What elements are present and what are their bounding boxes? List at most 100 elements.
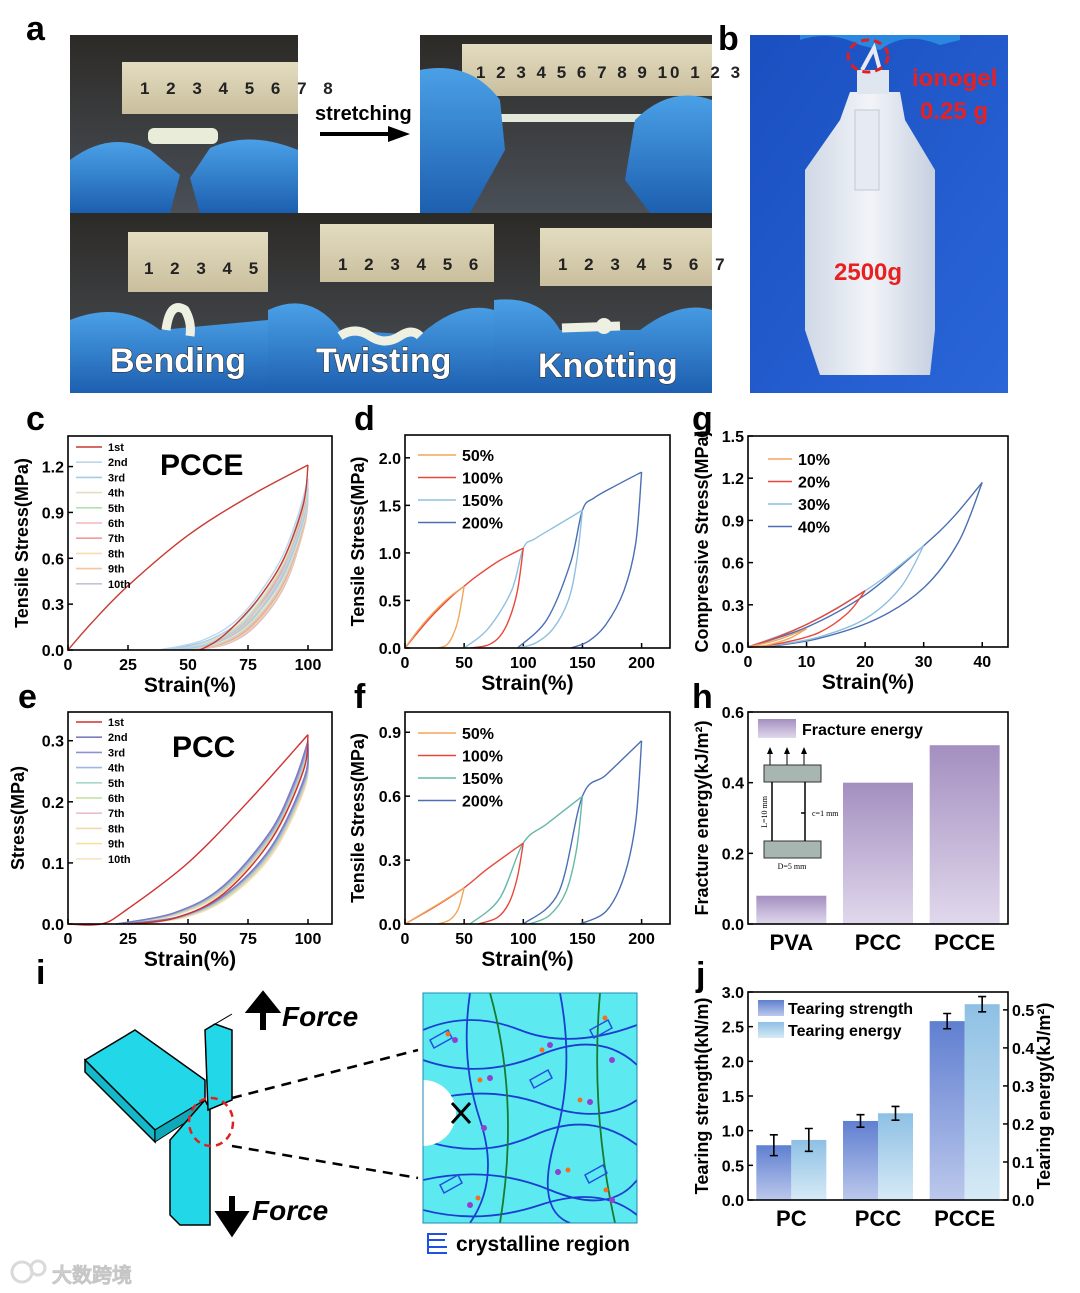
y-tick-label: 0.0 xyxy=(722,640,744,657)
plot-frame xyxy=(67,435,333,651)
chart-h: 0.0 0.2 0.4 0.6 Fracture energy(kJ/m²) PVA PCC… xyxy=(692,705,1009,955)
legend-swatch xyxy=(758,1022,784,1038)
crystalline-region-legend: crystalline region xyxy=(456,1233,630,1256)
panel-a-photos: 1 2 3 4 5 6 7 8 stretching 1 2 3 4 5 6 7… xyxy=(70,35,743,393)
x-tick-label: 150 xyxy=(569,655,596,672)
series-150%-loading xyxy=(469,795,583,925)
panel-label-d: d xyxy=(354,400,375,438)
x-tick-label: 200 xyxy=(628,931,655,948)
x-tick-label: 0 xyxy=(744,654,753,671)
photo-bending: 1 2 3 4 5 Bending xyxy=(70,213,268,393)
charts: 0.0 0.3 0.6 0.9 1.2 Tensile Stress(MPa) 0 25 50 7… xyxy=(8,429,1054,1231)
error-bar xyxy=(891,1105,900,1121)
y-axis-label: Tensile Stress(MPa) xyxy=(348,733,368,903)
stretching-label: stretching xyxy=(315,103,412,125)
y-tick-label: 1.5 xyxy=(379,498,401,515)
y-tick-label: 0.3 xyxy=(42,597,64,614)
force-bottom-label: Force xyxy=(252,1195,328,1226)
y-right-tick-label: 0.4 xyxy=(1012,1041,1034,1058)
x-tick-label: 200 xyxy=(628,655,655,672)
series-100%-loading xyxy=(404,842,524,925)
panel-label-h: h xyxy=(692,678,713,716)
series-200%-loading xyxy=(516,471,642,649)
series-100%-unloading xyxy=(469,548,524,649)
y-tick-label: 0.9 xyxy=(42,505,64,522)
series-50%-loading xyxy=(404,585,465,649)
legend-label: 100% xyxy=(462,470,503,487)
error-bar xyxy=(856,1113,865,1128)
legend-label: 4th xyxy=(108,763,125,775)
panel-label-e: e xyxy=(18,678,37,716)
series-50%-unloading xyxy=(437,887,465,925)
legend-label: 10% xyxy=(798,452,830,469)
crack-notch xyxy=(423,1080,456,1146)
error-bar xyxy=(943,1012,952,1030)
y-tick-label: 0.9 xyxy=(379,725,401,742)
legend-label: Tearing strength xyxy=(788,1001,913,1018)
panel-label-g: g xyxy=(692,400,713,438)
y-tick-label: 0.0 xyxy=(42,643,64,660)
series-1st-unloading xyxy=(127,734,309,925)
y-tick-label: 0.6 xyxy=(379,789,401,806)
x-tick-label: 30 xyxy=(915,654,933,671)
y-tick-label: 2.0 xyxy=(722,1054,744,1071)
legend-label: 100% xyxy=(462,748,503,765)
legend-label: 200% xyxy=(462,793,503,810)
crystalline-region-icon xyxy=(427,1233,447,1254)
legend-label: 20% xyxy=(798,474,830,491)
x-tick-label: 50 xyxy=(179,657,197,674)
ionogel-mass: 0.25 g xyxy=(920,98,988,125)
chart-g: 0.0 0.3 0.6 0.9 1.2 1.5 Compressive Stress(MPa… xyxy=(692,429,1009,694)
bar-PCC xyxy=(843,782,913,924)
plot-frame xyxy=(747,435,1009,648)
y-tick-label: 1.5 xyxy=(722,1089,744,1106)
legend-label: 3rd xyxy=(108,747,125,759)
photo-unstretched: 1 2 3 4 5 6 7 8 xyxy=(70,35,333,213)
panel-i-schematic: Force Force xyxy=(83,990,638,1256)
chart-j: 0.0 0.5 1.0 1.5 2.0 2.5 3.0 Tearing strength(kN… xyxy=(692,985,1054,1231)
series-2nd-unloading xyxy=(166,478,309,651)
y-tick-label: 1.5 xyxy=(722,429,744,446)
legend-label: 10th xyxy=(108,854,131,866)
legend-label: 4th xyxy=(108,488,125,500)
category-label: PCC xyxy=(855,930,902,955)
legend-label: 6th xyxy=(108,793,125,805)
y-tick-label: 0.6 xyxy=(42,551,64,568)
x-tick-label: 25 xyxy=(119,657,137,674)
plot-frame xyxy=(747,711,1009,925)
panel-label-c: c xyxy=(26,400,45,438)
y-tick-label: 0.0 xyxy=(42,917,64,934)
category-label: PCC xyxy=(855,1206,902,1231)
chart-d: 0.0 0.5 1.0 1.5 2.0 Tensile Stress(MPa) 0 50 100… xyxy=(348,434,671,695)
x-tick-label: 50 xyxy=(179,931,197,948)
panel-b-photo: ionogel 0.25 g 2500g xyxy=(750,35,1008,393)
series-50%-unloading xyxy=(437,586,465,649)
y-axis-label: Fracture energy(kJ/m²) xyxy=(692,720,712,915)
series-30%-unloading xyxy=(753,545,925,648)
series-200%-loading xyxy=(522,740,643,925)
series-100%-unloading xyxy=(478,842,524,925)
ruler-scale: 1 2 3 4 5 6 7 8 9 10 1 2 3 xyxy=(476,63,743,82)
series-2nd-loading xyxy=(159,478,309,651)
legend-label: Fracture energy xyxy=(802,722,923,739)
y-tick-label: 2.0 xyxy=(379,451,401,468)
photo-twisting: 1 2 3 4 5 6 Twisting xyxy=(268,213,494,393)
force-down-arrow-icon xyxy=(214,1196,250,1238)
panel-labels: a b c d g e f h i j xyxy=(18,10,739,994)
error-bar xyxy=(769,1134,778,1157)
bar-tearing-strength-PCC xyxy=(843,1120,878,1200)
legend-label: 1st xyxy=(108,442,124,454)
x-tick-label: 0 xyxy=(401,931,410,948)
error-bar xyxy=(978,995,987,1013)
series-150%-unloading xyxy=(528,796,584,925)
photo-label-bending: Bending xyxy=(110,342,246,380)
inset-width-label: D=5 mm xyxy=(778,862,808,871)
x-axis-label: Strain(%) xyxy=(481,672,573,695)
series-20%-unloading xyxy=(753,590,866,648)
network-zoom-view xyxy=(423,993,637,1223)
plot-frame xyxy=(404,711,671,925)
force-up-arrow-icon xyxy=(244,990,282,1030)
y-tick-label: 0.5 xyxy=(722,1158,744,1175)
crack-highlight-circle xyxy=(187,1096,235,1148)
x-tick-label: 0 xyxy=(64,931,73,948)
